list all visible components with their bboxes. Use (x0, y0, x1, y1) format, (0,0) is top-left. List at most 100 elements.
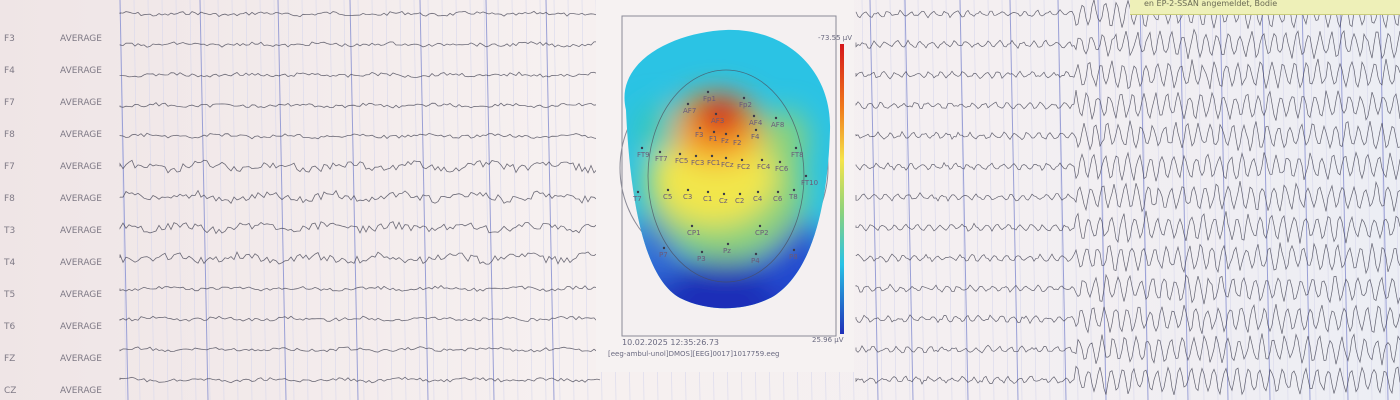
electrode-label: P7 (659, 251, 668, 259)
channel-name: T3 (4, 226, 16, 236)
electrode-label: Pz (723, 247, 731, 255)
channel-label-row[interactable]: T3 AVERAGE (0, 226, 120, 250)
grid-line-minor (245, 0, 253, 400)
channel-label-row[interactable]: T6 AVERAGE (0, 322, 120, 346)
map-timestamp: 10.02.2025 12:35:26.73 (622, 338, 719, 347)
grid-line-minor (1393, 0, 1400, 400)
channel-reference: AVERAGE (60, 162, 102, 172)
eeg-trace-left (119, 315, 601, 322)
electrode-marker: FC2 (737, 158, 750, 171)
electrode-dot (698, 126, 702, 130)
channel-label-row[interactable]: F7 AVERAGE (0, 162, 120, 186)
channel-reference: AVERAGE (60, 98, 102, 108)
electrode-label: AF3 (711, 117, 724, 125)
electrode-dot (710, 154, 714, 158)
electrode-marker: FC3 (691, 154, 704, 167)
grid-line-minor (189, 0, 197, 400)
eeg-trace-left (119, 251, 601, 265)
grid-line-minor (455, 0, 463, 400)
electrode-marker: T8 (788, 188, 798, 201)
channel-reference: AVERAGE (60, 66, 102, 76)
grid-line-minor (903, 0, 911, 400)
eeg-trace-left (119, 189, 601, 204)
electrode-marker: F2 (733, 134, 741, 147)
electrode-marker: F3 (695, 126, 703, 139)
channel-label-row[interactable]: FZ AVERAGE (0, 354, 120, 378)
topographic-map-panel[interactable]: Fp1 Fp2 AF7 AF3 AF4 AF8 F3 F1 Fz F2 F4 FT9 FT7 FC5 FC3… (596, 0, 854, 372)
electrode-layer: Fp1 Fp2 AF7 AF3 AF4 AF8 F3 F1 Fz F2 F4 FT9 FT7 FC5 FC3… (632, 90, 818, 265)
electrode-marker: Fz (721, 132, 729, 145)
electrode-marker: FC6 (775, 160, 789, 173)
eeg-trace-left (119, 41, 601, 48)
electrode-marker: FT10 (801, 174, 818, 187)
electrode-dot (636, 190, 640, 194)
electrode-marker: FC4 (757, 158, 771, 171)
electrode-dot (758, 224, 762, 228)
grid-line-minor (889, 0, 897, 400)
electrode-dot (778, 160, 782, 164)
scale-min-label: 25.96 µV (812, 336, 844, 344)
status-bar: en EP-2-SSAN angemeldet, Bodie (1130, 0, 1400, 15)
electrode-marker: Pz (723, 242, 731, 255)
scalp-heat-surface (624, 29, 831, 309)
electrode-label: CP2 (755, 229, 769, 237)
eeg-trace-left (119, 285, 601, 292)
electrode-marker: C1 (703, 190, 712, 203)
channel-label-row[interactable]: T5 AVERAGE (0, 290, 120, 314)
color-scale-bar (840, 44, 844, 334)
grid-line-minor (203, 0, 211, 400)
eeg-trace-right (855, 28, 1400, 60)
grid-line-minor (441, 0, 449, 400)
electrode-dot (760, 158, 764, 162)
electrode-label: P8 (789, 253, 798, 261)
eeg-trace-left (119, 159, 601, 174)
channel-name: F8 (4, 130, 15, 140)
grid-line-minor (231, 0, 239, 400)
grid-line-major (545, 0, 555, 400)
electrode-label: F1 (709, 135, 717, 143)
grid-line-minor (539, 0, 547, 400)
eeg-trace-right (855, 180, 1400, 213)
electrode-dot (752, 114, 756, 118)
grid-line-minor (1183, 0, 1191, 400)
channel-reference: AVERAGE (60, 386, 102, 396)
grid-line-minor (1043, 0, 1051, 400)
electrode-marker: FT7 (655, 150, 668, 163)
grid-line-minor (343, 0, 351, 400)
channel-label-row[interactable]: T4 AVERAGE (0, 258, 120, 282)
channel-label-row[interactable]: F4 AVERAGE (0, 66, 120, 90)
grid-line-minor (553, 0, 561, 400)
grid-line-major (1097, 0, 1107, 400)
channel-name: F4 (4, 66, 15, 76)
grid-line-minor (399, 0, 407, 400)
grid-line-minor (147, 0, 155, 400)
channel-label-row[interactable]: F8 AVERAGE (0, 194, 120, 218)
channel-label-row[interactable]: F3 AVERAGE (0, 34, 120, 58)
grid-line-minor (497, 0, 505, 400)
channel-reference: AVERAGE (60, 290, 102, 300)
electrode-marker: FT9 (637, 146, 650, 159)
eeg-trace-left (119, 376, 601, 384)
eeg-trace-right (855, 365, 1400, 396)
electrode-dot (714, 112, 718, 116)
grid-line-major (419, 0, 429, 400)
electrode-label: FC6 (775, 165, 789, 173)
electrode-label: F4 (751, 133, 760, 141)
electrode-label: T7 (632, 195, 642, 203)
channel-label-row[interactable] (0, 2, 120, 26)
electrode-marker: P7 (659, 246, 668, 259)
channel-label-row[interactable]: F8 AVERAGE (0, 130, 120, 154)
electrode-label: Fp2 (739, 101, 752, 109)
channel-label-row[interactable]: F7 AVERAGE (0, 98, 120, 122)
electrode-dot (740, 158, 744, 162)
grid-line-minor (469, 0, 477, 400)
channel-reference: AVERAGE (60, 258, 102, 268)
electrode-label: F3 (695, 131, 703, 139)
grid-line-minor (511, 0, 519, 400)
electrode-marker: Fp2 (739, 96, 752, 109)
channel-label-row[interactable]: CZ AVERAGE (0, 386, 120, 400)
grid-line-minor (1001, 0, 1009, 400)
eeg-trace-right (855, 273, 1400, 305)
